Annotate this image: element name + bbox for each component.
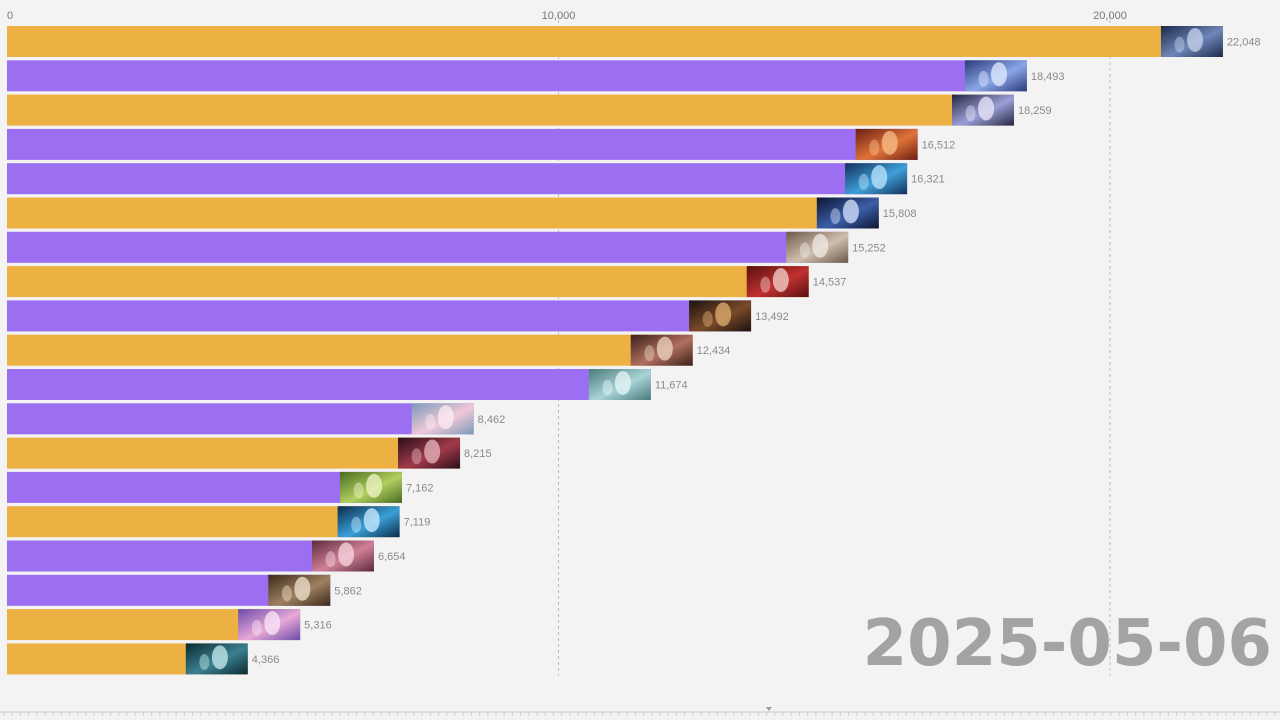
- bar: [7, 60, 1027, 92]
- thumbnail-figure: [199, 654, 210, 670]
- thumbnail-figure: [281, 585, 292, 602]
- thumbnail-figure: [881, 130, 898, 155]
- thumbnail-figure: [842, 199, 859, 224]
- thumbnail-figure: [760, 276, 771, 293]
- bar: [7, 300, 752, 332]
- x-tick-label: 0: [7, 10, 13, 22]
- thumbnail-figure: [425, 413, 436, 430]
- bar-value-label: 11,674: [655, 380, 688, 392]
- thumbnail-figure: [294, 576, 311, 601]
- thumbnail-figure: [990, 62, 1007, 87]
- bar-value-label: 18,259: [1018, 105, 1052, 117]
- bar: [7, 26, 1223, 57]
- thumbnail-figure: [264, 611, 281, 636]
- bar-value-label: 4,366: [252, 654, 280, 666]
- thumbnail-figure: [1174, 36, 1185, 53]
- thumbnail-figure: [978, 96, 995, 121]
- bar-value-label: 14,537: [813, 277, 847, 289]
- bar: [7, 197, 879, 229]
- thumbnail-figure: [830, 208, 841, 225]
- bar: [7, 506, 400, 538]
- thumbnail-figure: [351, 516, 362, 533]
- bar-value-label: 16,321: [911, 174, 945, 186]
- bar-value-label: 5,862: [334, 585, 362, 597]
- thumbnail-figure: [411, 448, 422, 465]
- thumbnail-figure: [366, 473, 383, 498]
- bar-value-label: 12,434: [697, 345, 731, 357]
- bar-value-label: 22,048: [1227, 37, 1261, 49]
- bar-value-label: 8,462: [478, 414, 506, 426]
- bar-value-label: 13,492: [755, 311, 789, 323]
- bar-value-label: 16,512: [922, 139, 956, 151]
- thumbnail-figure: [338, 542, 355, 567]
- thumbnail-figure: [251, 619, 262, 636]
- bar: [7, 94, 1014, 126]
- thumbnail-figure: [869, 139, 880, 156]
- date-label: 2025-05-06: [862, 607, 1272, 681]
- thumbnail-figure: [812, 233, 829, 258]
- bar-value-label: 7,162: [406, 482, 434, 494]
- thumbnail-figure: [325, 551, 336, 568]
- thumbnail-figure: [353, 482, 364, 499]
- bar-value-label: 15,252: [852, 242, 886, 254]
- thumbnail-figure: [211, 645, 228, 670]
- bar: [7, 437, 461, 469]
- bar: [7, 266, 809, 298]
- bar-value-label: 15,808: [883, 208, 917, 220]
- thumbnail-figure: [702, 311, 713, 327]
- thumbnail-figure: [437, 405, 454, 430]
- bar: [7, 403, 474, 435]
- x-tick-label: 20,000: [1093, 10, 1127, 22]
- thumbnail-figure: [799, 242, 810, 259]
- bar-value-label: 6,654: [378, 551, 406, 563]
- thumbnail-figure: [644, 345, 655, 362]
- thumbnail-figure: [858, 173, 869, 190]
- bar-value-label: 18,493: [1031, 71, 1065, 83]
- bar: [7, 231, 849, 263]
- bar: [7, 369, 651, 400]
- thumbnail-figure: [871, 165, 888, 190]
- bar: [7, 334, 693, 366]
- x-tick-label: 10,000: [542, 10, 576, 22]
- thumbnail-figure: [1187, 27, 1204, 52]
- bar: [7, 471, 402, 503]
- bar-value-label: 7,119: [404, 517, 431, 529]
- bar-value-label: 8,215: [464, 448, 492, 460]
- thumbnail-figure: [424, 439, 441, 464]
- thumbnail-figure: [965, 105, 976, 122]
- timeline-position-marker[interactable]: [766, 707, 772, 711]
- thumbnail-figure: [363, 508, 380, 533]
- bar: [7, 128, 918, 160]
- timeline-scrubber[interactable]: [0, 704, 1280, 720]
- thumbnail-figure: [978, 70, 989, 87]
- thumbnail-figure: [614, 370, 631, 395]
- thumbnail-figure: [602, 379, 613, 396]
- bar: [7, 163, 908, 195]
- thumbnail-figure: [656, 336, 673, 361]
- thumbnail-figure: [772, 268, 789, 293]
- thumbnail-figure: [715, 302, 732, 327]
- bar-value-label: 5,316: [304, 620, 332, 632]
